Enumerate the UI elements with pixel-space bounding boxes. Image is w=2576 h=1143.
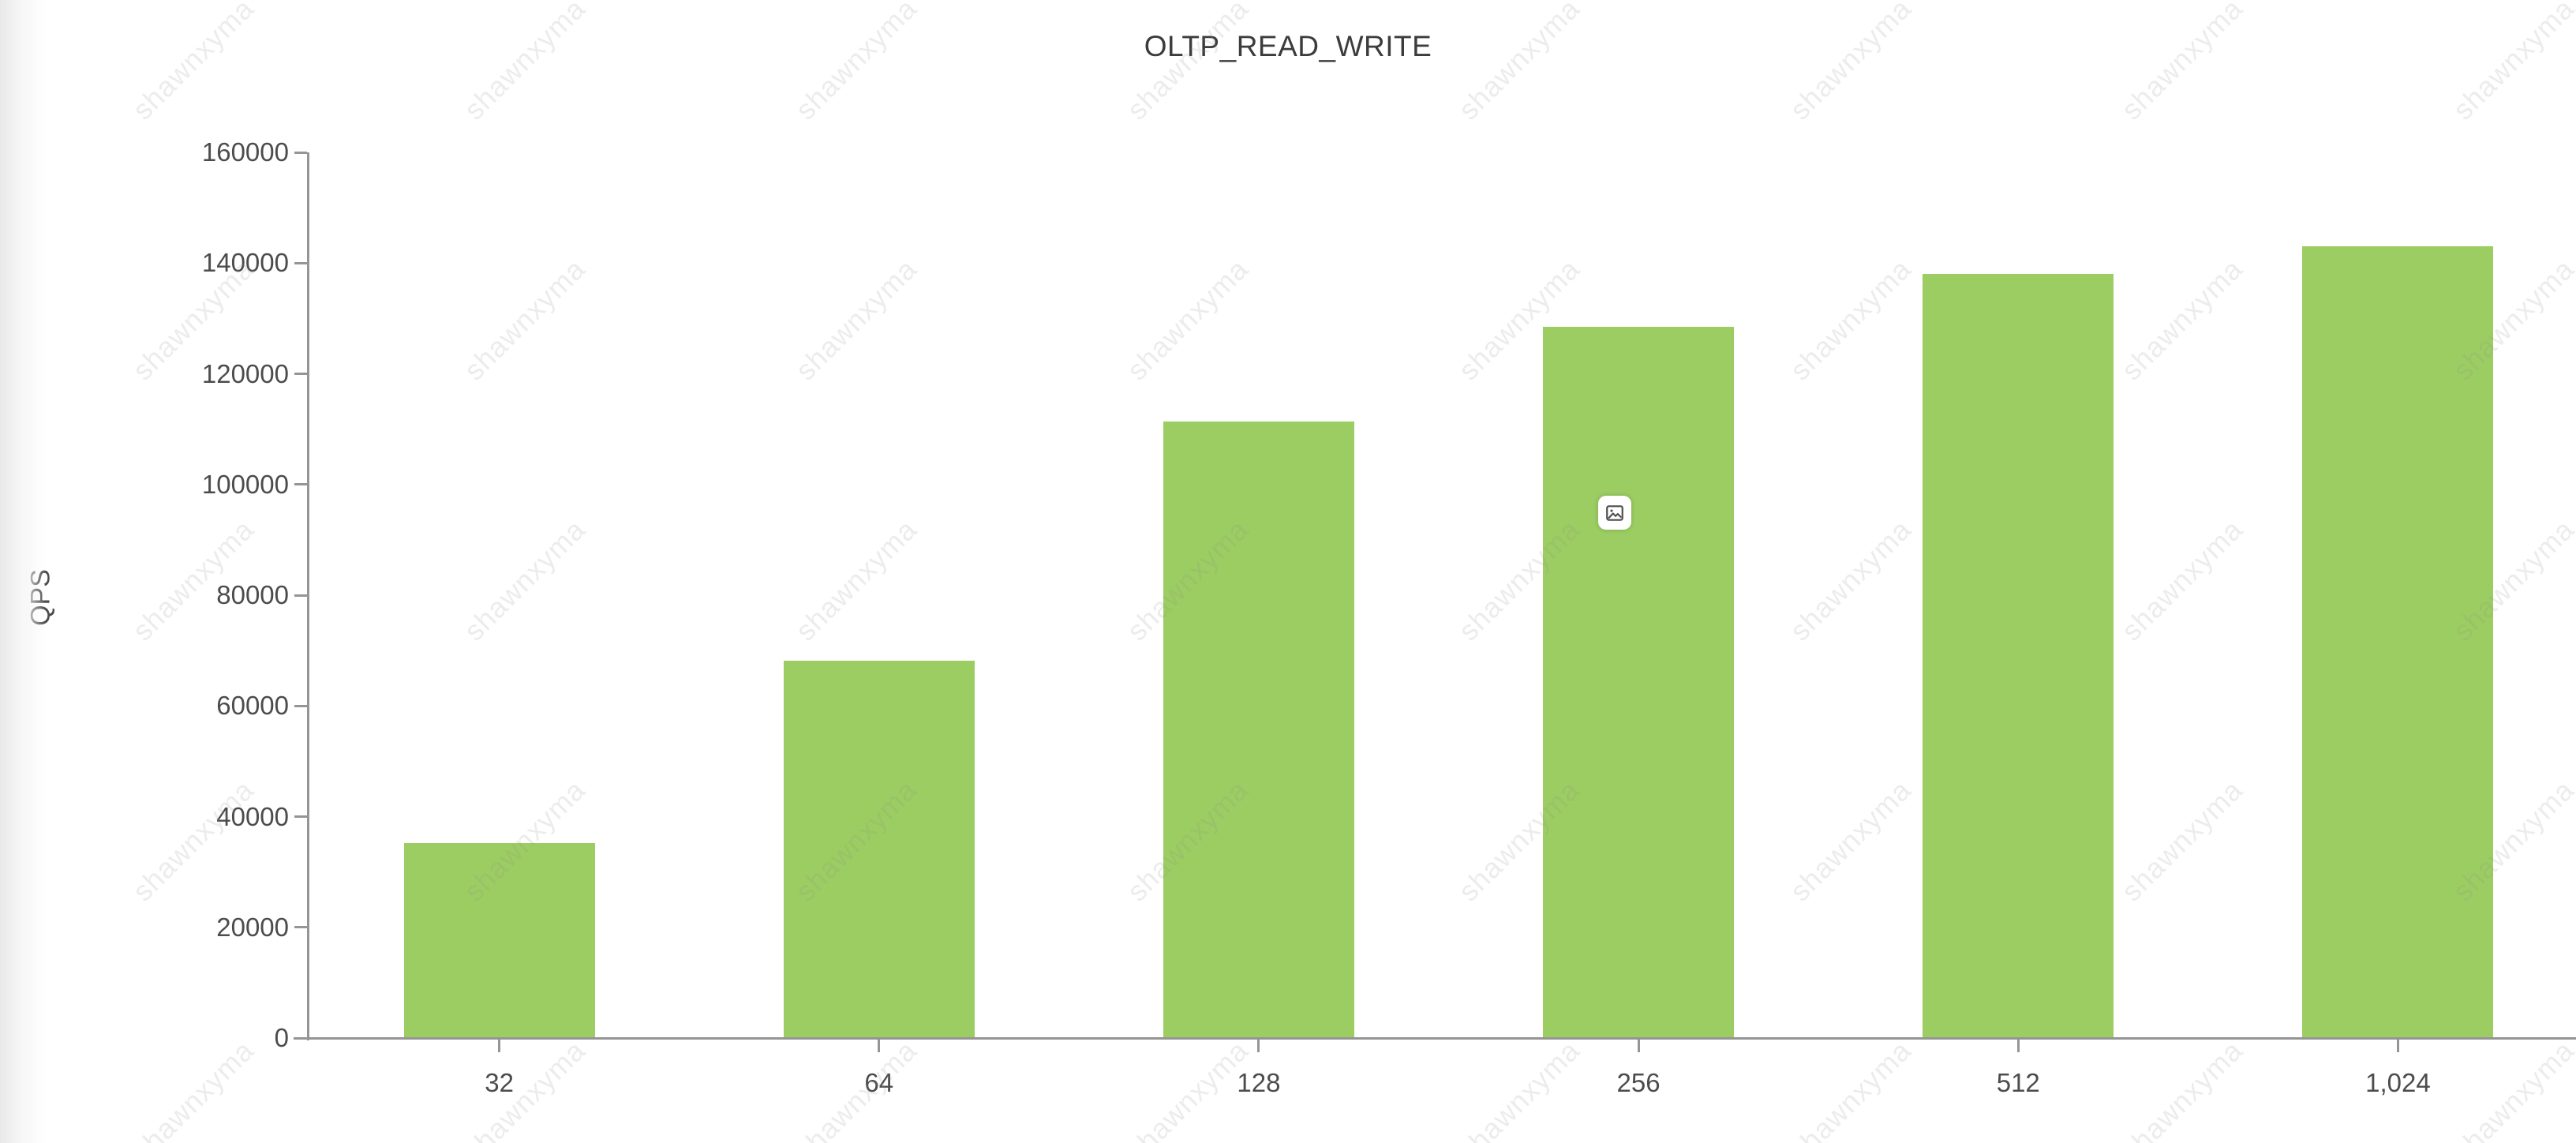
y-tick bbox=[294, 483, 307, 486]
y-tick-label: 60000 bbox=[216, 691, 289, 721]
y-tick bbox=[294, 594, 307, 597]
x-tick-label: 32 bbox=[485, 1068, 514, 1097]
x-tick-label: 64 bbox=[864, 1068, 894, 1097]
y-tick bbox=[294, 1036, 307, 1040]
watermark-text: shawnxyma bbox=[1120, 0, 1255, 126]
watermark-text: shawnxyma bbox=[2114, 1033, 2249, 1143]
plot-area: 0 20000 40000 60000 80000 100000 120000 140000 1… bbox=[202, 137, 2576, 1097]
x-tick bbox=[1637, 1040, 1640, 1052]
bar-128[interactable] bbox=[1163, 421, 1354, 1038]
y-axis-title: QPS bbox=[25, 569, 56, 626]
watermark-text: shawnxyma bbox=[1451, 1033, 1586, 1143]
y-tick-label: 40000 bbox=[216, 801, 289, 831]
bar-512[interactable] bbox=[1923, 274, 2114, 1038]
y-tick-label: 140000 bbox=[201, 248, 289, 278]
x-tick-label: 1,024 bbox=[2365, 1068, 2431, 1097]
chart-title: OLTP_READ_WRITE bbox=[1144, 30, 1432, 62]
x-tick bbox=[2016, 1040, 2020, 1052]
x-tick bbox=[878, 1040, 881, 1052]
watermark-text: shawnxyma bbox=[1783, 1033, 1918, 1143]
y-tick bbox=[294, 926, 307, 929]
watermark-text: shawnxyma bbox=[1783, 0, 1918, 126]
x-tick bbox=[498, 1040, 501, 1052]
bar-256[interactable] bbox=[1543, 326, 1735, 1038]
x-tick-label: 128 bbox=[1237, 1068, 1281, 1097]
y-axis-line bbox=[307, 152, 309, 1040]
watermark-text: shawnxyma bbox=[457, 0, 592, 126]
watermark-text: shawnxyma bbox=[2446, 0, 2576, 126]
y-tick bbox=[294, 151, 307, 154]
x-axis-line bbox=[294, 1037, 2576, 1040]
y-tick bbox=[294, 373, 307, 375]
bar-64[interactable] bbox=[783, 660, 975, 1038]
watermark-text: shawnxyma bbox=[788, 1033, 923, 1143]
watermark-text: shawnxyma bbox=[1120, 1033, 1255, 1143]
y-tick bbox=[294, 815, 307, 818]
watermark-text: shawnxyma bbox=[125, 773, 260, 908]
x-tick-label: 512 bbox=[1996, 1068, 2040, 1097]
watermark-text: shawnxyma bbox=[2114, 0, 2249, 126]
y-tick-label: 120000 bbox=[201, 358, 289, 388]
x-tick bbox=[1257, 1040, 1260, 1052]
watermark-text: shawnxyma bbox=[1451, 0, 1586, 126]
watermark-text: shawnxyma bbox=[125, 0, 260, 126]
y-tick-label: 160000 bbox=[201, 137, 289, 167]
watermark-text: shawnxyma bbox=[125, 1033, 260, 1143]
y-tick-label: 0 bbox=[274, 1023, 289, 1052]
y-tick-label: 80000 bbox=[216, 580, 289, 609]
watermark-text: shawnxyma bbox=[2446, 1033, 2576, 1143]
bar-32[interactable] bbox=[403, 843, 595, 1038]
x-tick-label: 256 bbox=[1616, 1068, 1661, 1097]
image-placeholder-icon[interactable] bbox=[1598, 496, 1631, 530]
y-tick bbox=[294, 704, 307, 707]
x-tick bbox=[2396, 1040, 2399, 1052]
bar-1,024[interactable] bbox=[2302, 246, 2494, 1038]
y-tick-label: 100000 bbox=[201, 469, 289, 499]
watermark-text: shawnxyma bbox=[788, 0, 923, 126]
y-tick bbox=[294, 261, 307, 264]
image-glyph bbox=[1606, 504, 1623, 521]
watermark-text: shawnxyma bbox=[457, 1033, 592, 1143]
y-tick-label: 20000 bbox=[216, 912, 289, 942]
